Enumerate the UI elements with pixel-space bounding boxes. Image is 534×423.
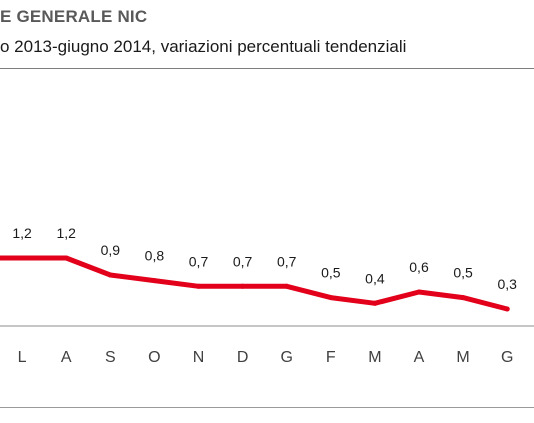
chart-title: E GENERALE NIC — [0, 7, 148, 26]
x-tick-label: D — [237, 349, 249, 366]
data-label: 0,7 — [233, 253, 253, 269]
top-divider — [0, 68, 534, 69]
data-point — [328, 295, 334, 301]
series-line — [0, 255, 510, 312]
data-point — [107, 272, 113, 278]
data-label: 0,5 — [453, 265, 473, 281]
data-label: 0,9 — [101, 242, 121, 258]
x-tick-label: N — [193, 349, 205, 366]
x-tick-label: G — [280, 349, 292, 366]
x-tick-label: O — [148, 349, 160, 366]
data-point — [416, 289, 422, 295]
data-label: 1,2 — [56, 225, 76, 241]
bottom-divider — [0, 407, 534, 408]
x-tick-label: L — [18, 349, 27, 366]
data-point — [19, 255, 25, 261]
data-label: 0,8 — [145, 248, 165, 264]
x-tick-label: M — [456, 349, 469, 366]
data-label: 0,5 — [321, 265, 341, 281]
data-point — [284, 283, 290, 289]
data-label: 0,7 — [277, 253, 297, 269]
chart-subtitle: o 2013-giugno 2014, variazioni percentua… — [0, 37, 407, 56]
x-tick-label: F — [326, 349, 336, 366]
data-label: 0,3 — [497, 276, 517, 292]
data-label: 0,4 — [365, 270, 385, 286]
x-tick-label: G — [501, 349, 513, 366]
data-point — [504, 306, 510, 312]
data-point — [151, 278, 157, 284]
data-point — [240, 283, 246, 289]
data-label: 0,6 — [409, 259, 429, 275]
data-label: 1,2 — [12, 225, 32, 241]
data-point — [63, 255, 69, 261]
x-tick-label: M — [368, 349, 381, 366]
x-tick-label: A — [414, 349, 425, 366]
data-point — [372, 300, 378, 306]
data-label: 0,7 — [189, 253, 209, 269]
x-tick-label: A — [61, 349, 72, 366]
data-point — [460, 295, 466, 301]
x-tick-label: S — [105, 349, 116, 366]
data-point — [196, 283, 201, 289]
